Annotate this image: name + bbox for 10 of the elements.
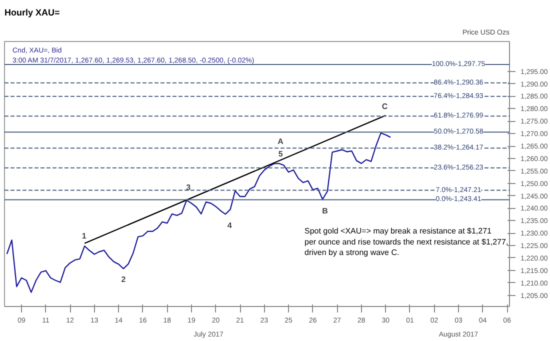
annotation: 2 (121, 275, 126, 284)
annotation: Spot gold <XAU=> may break a resistance at $1,271 per ounce and rise towards the next resistance at $1,277, driven by a strong wave C. (304, 226, 508, 258)
annotation: 3 (186, 182, 192, 192)
chart-title: Hourly XAU= (4, 8, 60, 18)
annotation: B (322, 206, 328, 216)
annotation: 4 (227, 221, 232, 230)
annotation: 1 (82, 232, 87, 241)
annotation: A (278, 137, 284, 146)
annotation: C (382, 102, 388, 112)
annotation: 5 (278, 150, 284, 159)
